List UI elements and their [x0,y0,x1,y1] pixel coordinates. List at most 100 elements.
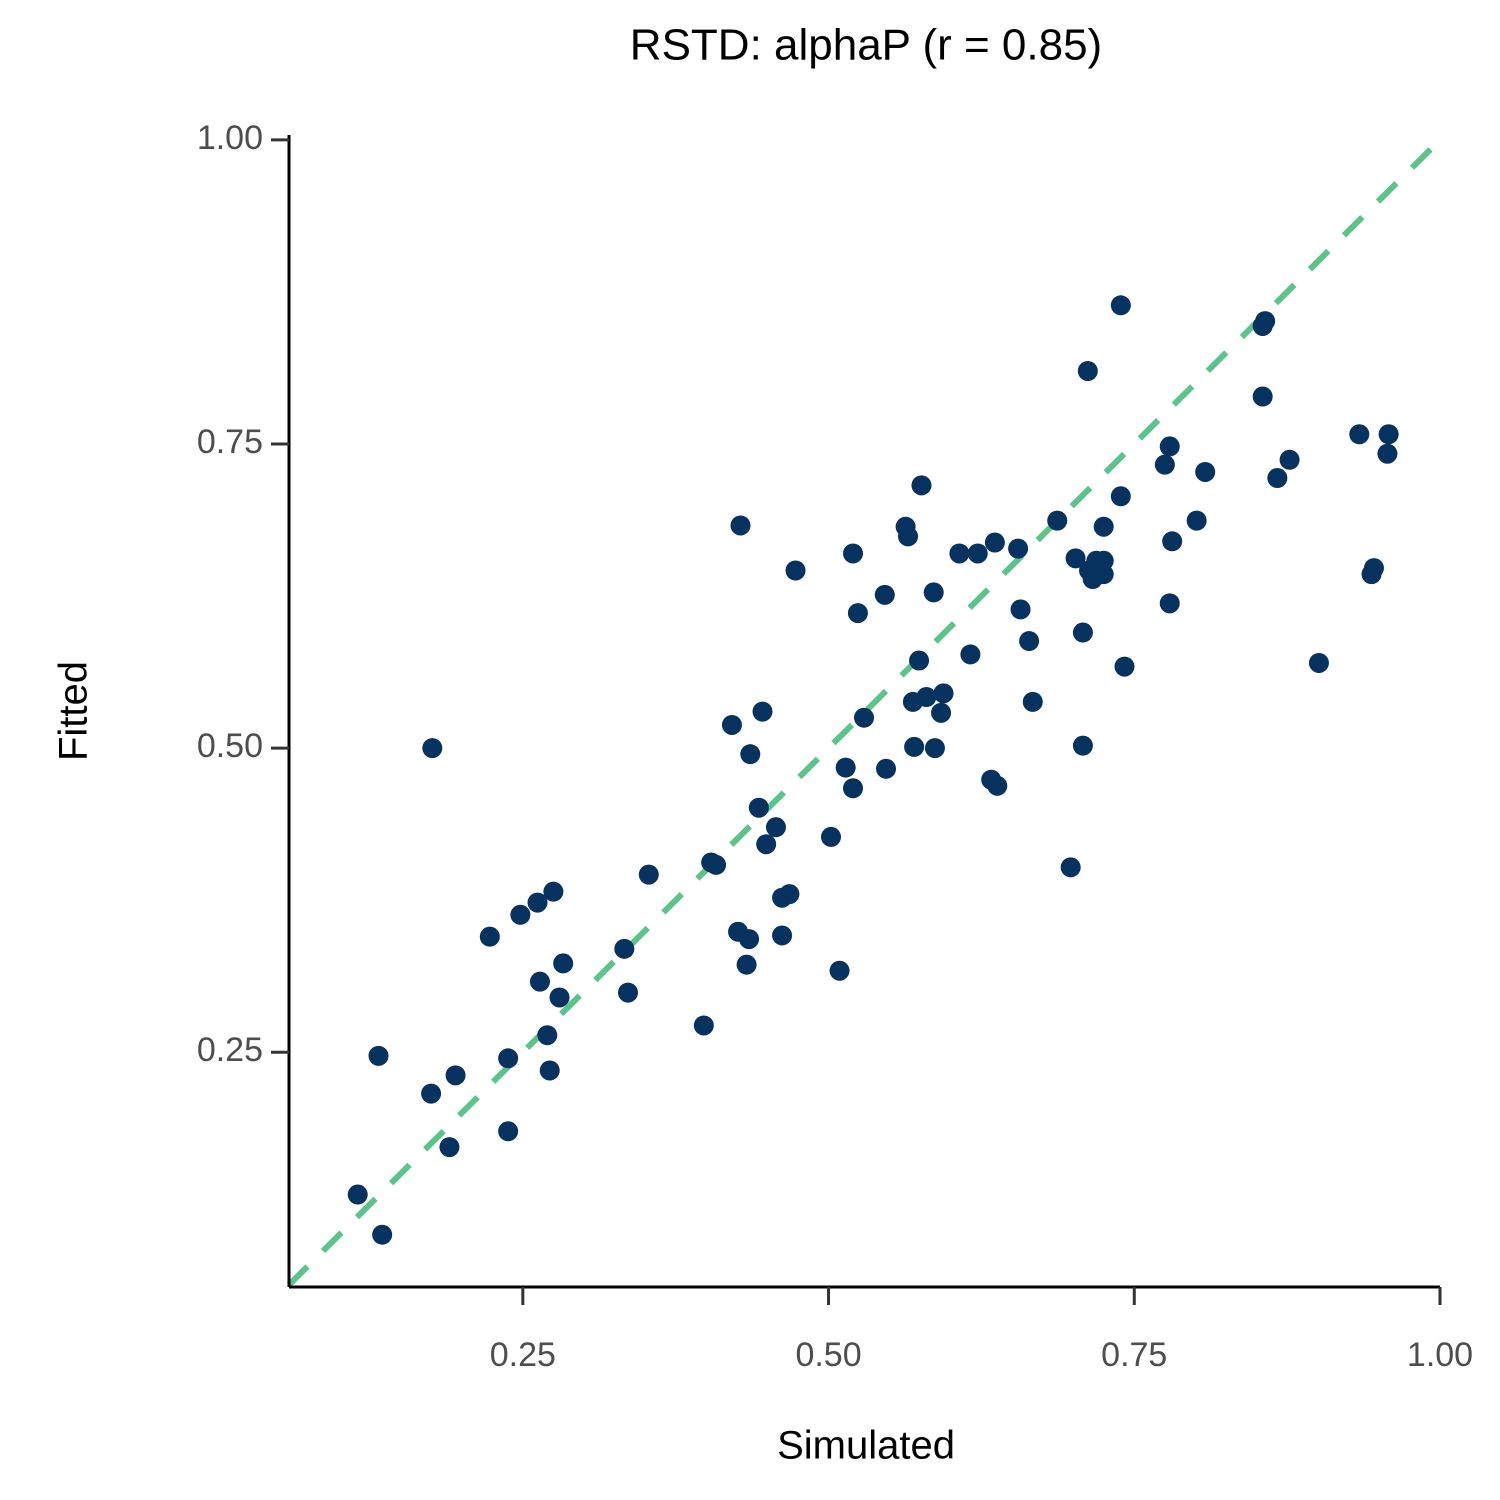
point [1162,531,1183,552]
point [1378,424,1399,445]
point [923,582,944,603]
point [1019,631,1040,652]
point [1377,443,1398,464]
point [772,925,793,946]
point [1159,436,1180,457]
point [510,904,531,925]
point [537,1025,558,1046]
point [1361,564,1382,585]
point [1110,486,1131,507]
point [1267,468,1288,489]
point [933,683,954,704]
point [949,543,970,564]
y-tick-label: 0.25 [197,1031,263,1069]
chart-title: RSTD: alphaP (r = 0.85) [630,21,1102,70]
point [549,987,570,1008]
point [765,817,786,838]
y-tick-label: 1.00 [197,119,263,157]
point [843,778,864,799]
point [1093,564,1114,585]
point [748,797,769,818]
point [984,532,1005,553]
point [1114,656,1135,677]
point [721,714,742,735]
x-axis-title: Simulated [777,1424,955,1468]
point [898,526,919,547]
point [911,475,932,496]
point [1022,691,1043,712]
point [1308,652,1329,673]
point [553,953,574,974]
point [1195,461,1216,482]
point [739,929,760,950]
point [421,1083,442,1104]
point [960,644,981,665]
point [479,926,500,947]
point [347,1184,368,1205]
point [422,738,443,759]
point [498,1121,519,1142]
x-tick-label: 0.25 [490,1336,556,1374]
point [909,650,930,671]
point [820,826,841,847]
point [1255,311,1276,332]
point [987,775,1008,796]
point [916,687,937,708]
point [931,702,952,723]
point [1252,386,1273,407]
point [498,1048,519,1069]
point [1072,622,1093,643]
point [1093,516,1114,537]
point [1077,360,1098,381]
point [1154,454,1175,475]
point [876,758,897,779]
point [1159,593,1180,614]
point [1186,510,1207,531]
point [706,854,727,875]
y-tick-label: 0.50 [197,727,263,765]
point [904,736,925,757]
y-tick-label: 0.75 [197,423,263,461]
point [614,938,635,959]
point [543,881,564,902]
point [1065,548,1086,569]
point [1060,857,1081,878]
point [967,543,988,564]
point [785,560,806,581]
point [924,738,945,759]
point [1110,295,1131,316]
point [1010,599,1031,620]
point [439,1137,460,1158]
point [1008,538,1029,559]
point [1047,510,1068,531]
point [730,515,751,536]
point [829,960,850,981]
point [835,757,856,778]
point [693,1015,714,1036]
point [874,584,895,605]
point [527,892,548,913]
point [368,1045,389,1066]
x-tick-label: 0.75 [1101,1336,1167,1374]
point [854,707,875,728]
point [1279,449,1300,470]
point [1349,424,1370,445]
point [847,603,868,624]
point [1072,735,1093,756]
y-axis-title: Fitted [52,661,96,761]
point [779,884,800,905]
x-tick-label: 0.50 [795,1336,861,1374]
point [539,1060,560,1081]
point [843,543,864,564]
point [617,982,638,1003]
point [638,864,659,885]
point [445,1065,466,1086]
point [756,834,777,855]
point [740,744,761,765]
x-tick-label: 1.00 [1407,1336,1473,1374]
point [736,954,757,975]
identity-line [286,137,1443,1287]
point [372,1224,393,1245]
